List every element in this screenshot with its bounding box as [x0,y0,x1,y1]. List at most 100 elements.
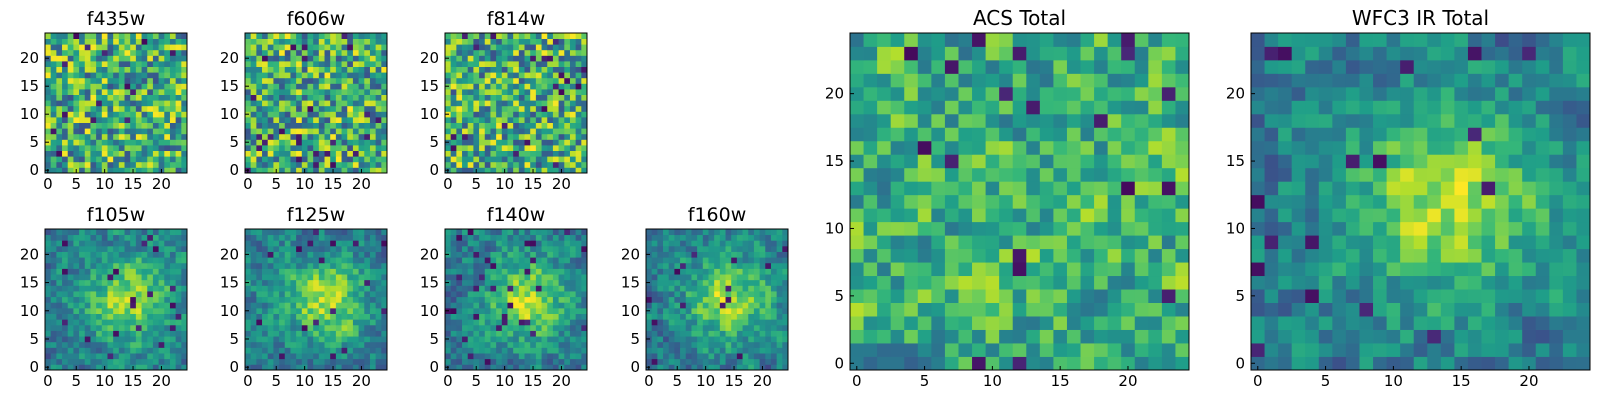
heatmap-cell [50,353,57,360]
heatmap-cell [890,316,905,330]
heatmap-cell [513,347,520,354]
heatmap-cell [467,296,474,303]
heatmap-cell [782,291,789,298]
heatmap-cell [742,257,749,264]
heatmap-cell [680,347,687,354]
heatmap-cell [369,364,377,371]
heatmap-cell [45,156,52,163]
heatmap-cell [96,117,103,123]
heatmap-cell [245,291,252,298]
heatmap-cell [147,341,154,348]
x-tick-label: 10 [495,175,514,193]
heatmap-cell [181,364,188,371]
heatmap-cell [541,364,548,371]
heatmap-cell [770,364,778,371]
x-tick-label: 20 [352,175,371,193]
heatmap-cell [290,128,297,135]
heatmap-cell [352,330,359,337]
heatmap-cell [73,77,80,84]
heatmap-cell [850,289,864,303]
heatmap-cell [313,307,320,314]
heatmap-cell [541,319,548,326]
heatmap-cell [169,117,177,123]
heatmap-cell [130,72,137,79]
heatmap-cell [456,234,463,241]
heatmap-cell [569,156,577,163]
heatmap-cell [101,117,108,123]
heatmap-cell [381,139,388,146]
heatmap-cell [507,336,514,343]
heatmap-cell [863,262,878,277]
heatmap-cell [296,167,303,174]
heatmap-cell [1039,302,1054,317]
heatmap-cell [73,307,80,314]
heatmap-cell [646,240,653,247]
heatmap-cell [685,268,692,275]
heatmap-cell [1175,343,1190,357]
heatmap-cell [62,117,69,123]
heatmap-cell [524,145,531,151]
heatmap-cell [56,161,63,168]
heatmap-cell [719,245,726,252]
heatmap-cell [651,364,658,371]
heatmap-cell [181,111,188,118]
heatmap-cell [352,167,359,174]
heatmap-cell [714,324,721,331]
heatmap-cell [330,66,337,73]
heatmap-cell [575,61,582,67]
x-tick-label: 0 [43,372,53,390]
heatmap-cell [479,262,486,269]
heatmap-cell [152,251,159,258]
heatmap-cell [164,296,171,303]
heatmap-cell [107,353,114,360]
heatmap-cell [250,307,257,314]
heatmap-cell [324,72,331,79]
heatmap-cell [685,279,692,286]
heatmap-cell [364,100,371,107]
heatmap-cell [564,240,571,247]
heatmap-cell [84,336,91,343]
heatmap-cell [113,111,120,118]
heatmap-cell [352,105,359,112]
heatmap-cell [575,274,582,281]
heatmap-cell [79,319,86,326]
heatmap-cell [256,128,263,135]
heatmap-cell [101,336,108,343]
heatmap-cell [765,251,772,258]
heatmap-cell [341,77,348,84]
heatmap-cell [358,150,365,157]
heatmap-cell [164,285,171,292]
heatmap-cell [759,302,766,309]
heatmap-cell [507,38,514,45]
heatmap-cell [130,139,137,146]
heatmap-cell [101,83,108,90]
heatmap-cell [118,72,125,79]
heatmap-cell [507,324,514,331]
heatmap-cell [674,353,681,360]
heatmap-cells [646,229,789,371]
heatmap-cell [62,66,69,73]
heatmap-cell [547,94,554,101]
heatmap-cell [290,38,297,45]
heatmap-cell [313,234,320,241]
heatmap-cell [541,105,548,112]
heatmap-cell [725,364,732,371]
heatmap-cell [62,313,69,320]
heatmap-cell [564,161,571,168]
heatmap-cell [107,251,114,258]
panel-title: f606w [287,8,346,30]
heatmap-cell [479,307,486,314]
heatmap-cell [456,296,463,303]
heatmap-cell [685,251,692,258]
heatmap-cell [972,302,986,317]
heatmap-cell [267,61,274,67]
heatmap-cell [101,89,108,95]
heatmap-cell [770,296,778,303]
heatmap-cell [524,33,531,39]
heatmap-cell [719,291,726,298]
heatmap-cell [330,358,337,365]
heatmap-cell [381,94,388,101]
heatmap-cell [776,358,783,365]
heatmap-cell [1134,167,1149,182]
heatmap-cell [152,324,159,331]
